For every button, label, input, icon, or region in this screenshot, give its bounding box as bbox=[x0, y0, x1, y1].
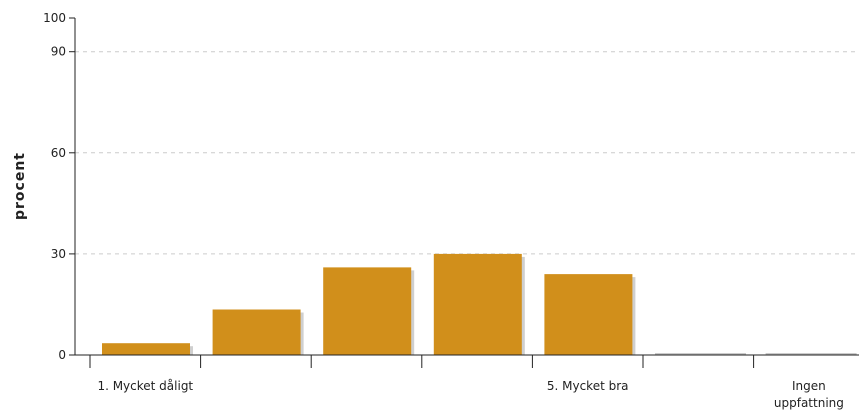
x-tick-label: Ingen uppfattning bbox=[774, 379, 844, 410]
bar bbox=[212, 309, 301, 355]
y-tick-label: 90 bbox=[51, 45, 66, 59]
bar bbox=[433, 253, 522, 355]
y-axis-title: procent bbox=[12, 152, 28, 220]
y-tick-label: 60 bbox=[51, 146, 66, 160]
axes bbox=[74, 18, 859, 356]
y-tick-label: 0 bbox=[58, 348, 66, 362]
x-tick-label: 5. Mycket bra bbox=[547, 379, 629, 393]
gridlines bbox=[75, 51, 859, 255]
bar bbox=[544, 274, 633, 355]
x-tick-label: 1. Mycket dåligt bbox=[97, 379, 193, 393]
y-tick-label: 100 bbox=[43, 11, 66, 25]
bar bbox=[102, 343, 190, 355]
bars-layer bbox=[102, 253, 857, 355]
x-ticks: 1. Mycket dåligt 5. Mycket bra Ingen uppfat… bbox=[89, 355, 844, 410]
y-ticks: 0 30 60 90 100 bbox=[43, 11, 75, 362]
bar bbox=[323, 267, 412, 355]
y-tick-label: 30 bbox=[51, 247, 66, 261]
